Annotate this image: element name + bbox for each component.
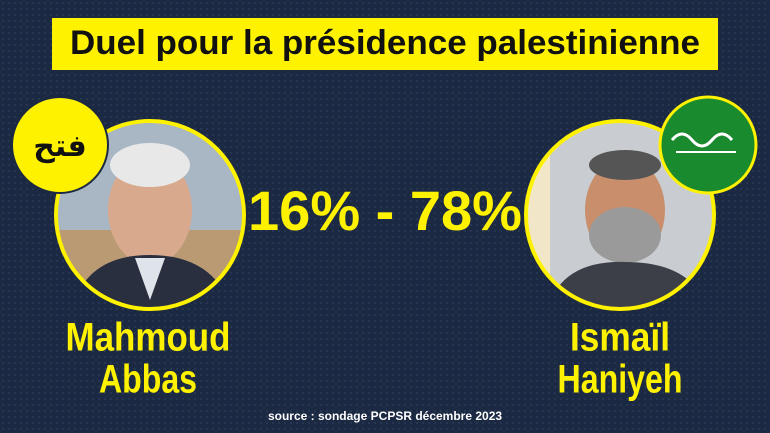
candidate-last-name: Abbas	[99, 358, 197, 402]
title: Duel pour la présidence palestinienne	[70, 24, 700, 62]
portrait-frame	[524, 119, 716, 311]
source: source : sondage PCPSR décembre 2023	[268, 409, 502, 423]
portrait-frame	[54, 119, 246, 311]
score: 16% - 78%	[248, 179, 522, 242]
logo-text: فتح	[33, 130, 87, 163]
fatah-logo	[11, 96, 109, 194]
candidate-first-name: Ismaïl	[570, 316, 670, 360]
candidate-first-name: Mahmoud	[66, 316, 231, 360]
candidate-last-name: Haniyeh	[558, 358, 683, 402]
title-box	[52, 18, 718, 70]
logo-calligraphy	[670, 132, 734, 148]
